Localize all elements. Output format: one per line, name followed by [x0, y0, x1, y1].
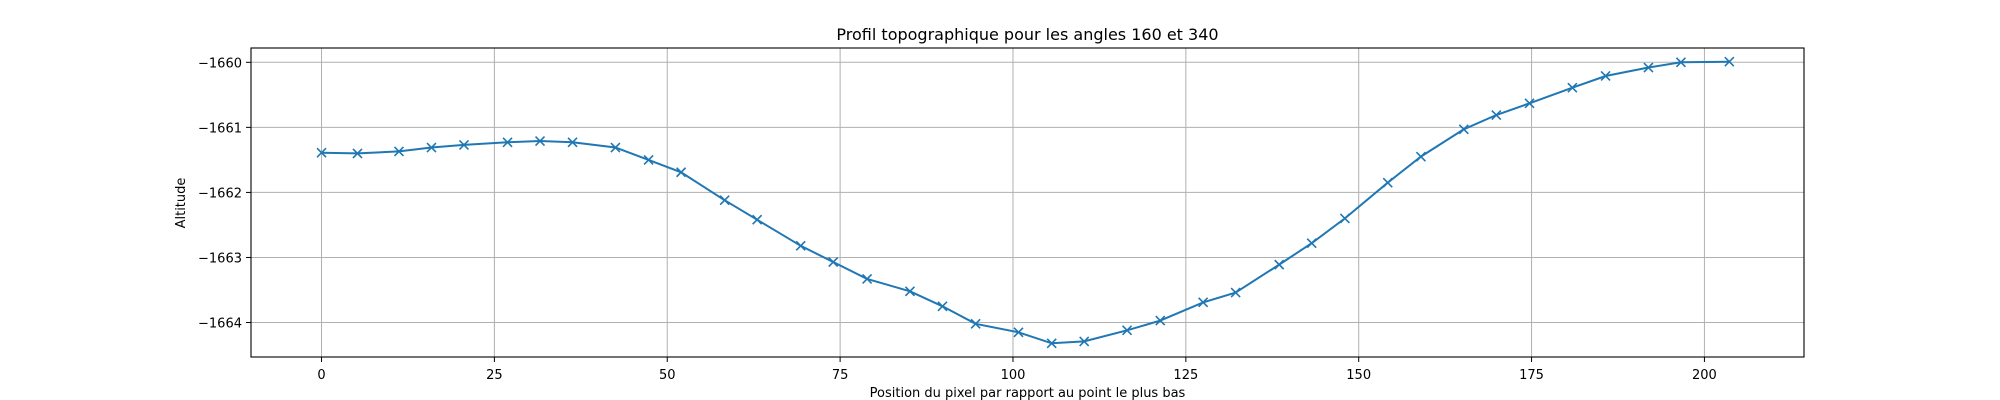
y-tick-label: −1660	[198, 56, 242, 71]
data-point	[426, 142, 437, 153]
plot-frame	[250, 47, 1805, 358]
x-tick-label: 50	[659, 368, 676, 383]
data-point	[828, 256, 839, 268]
x-tick-label: 200	[1692, 368, 1717, 383]
data-point	[1724, 56, 1735, 67]
x-tick-label: 100	[1001, 368, 1026, 383]
y-tick-label: −1661	[198, 121, 242, 136]
data-point	[643, 154, 654, 165]
data-point	[1567, 82, 1578, 93]
x-tick-label: 25	[486, 368, 503, 383]
data-point	[1306, 238, 1317, 249]
data-point	[719, 195, 730, 206]
data-point	[937, 301, 948, 312]
grid	[251, 48, 1804, 357]
data-point	[1600, 70, 1611, 82]
data-point	[352, 148, 363, 159]
data-point	[1230, 287, 1241, 298]
data-point	[1382, 177, 1393, 188]
data-point	[1339, 213, 1350, 224]
x-axis-label: Position du pixel par rapport au point l…	[870, 386, 1186, 400]
y-tick-label: −1664	[198, 317, 242, 332]
x-tick-label: 175	[1519, 368, 1544, 383]
data-point	[1013, 327, 1024, 338]
data-point	[862, 273, 873, 285]
data-point	[316, 147, 327, 158]
data-point	[567, 137, 578, 148]
data-point	[1675, 57, 1686, 68]
data-point	[1079, 336, 1090, 347]
data-point	[1524, 98, 1535, 109]
y-axis-label: Altitude	[174, 178, 189, 229]
data-point	[1458, 124, 1469, 135]
data-point	[1155, 315, 1166, 326]
chart-title: Profil topographique pour les angles 160…	[836, 25, 1218, 44]
data-point	[904, 286, 916, 297]
x-tick-label: 150	[1346, 368, 1371, 383]
data-point	[1643, 62, 1654, 73]
data-point	[610, 142, 621, 153]
x-tick-label: 75	[832, 368, 849, 383]
data-point	[676, 167, 687, 178]
y-tick-label: −1663	[198, 251, 242, 266]
data-point	[502, 137, 513, 148]
data-markers	[316, 56, 1735, 349]
x-tick-label: 125	[1173, 368, 1198, 383]
data-point	[1046, 338, 1057, 349]
data-point	[1274, 259, 1285, 270]
data-point	[970, 318, 981, 329]
data-point	[1491, 109, 1502, 121]
y-tick-label: −1662	[198, 186, 242, 201]
data-point	[393, 146, 405, 157]
axis-ticks: 0 25 50 75 100 125 150 175 200 −1664 −1663 −1662 −16…	[198, 56, 1717, 383]
data-point	[458, 139, 470, 150]
series-line	[321, 60, 1730, 345]
data-point	[752, 214, 763, 225]
data-point	[1415, 151, 1427, 162]
data-point	[1122, 325, 1133, 336]
data-point	[795, 240, 806, 251]
data-point	[1198, 297, 1209, 308]
x-tick-label: 0	[317, 368, 325, 383]
data-point	[534, 135, 546, 147]
